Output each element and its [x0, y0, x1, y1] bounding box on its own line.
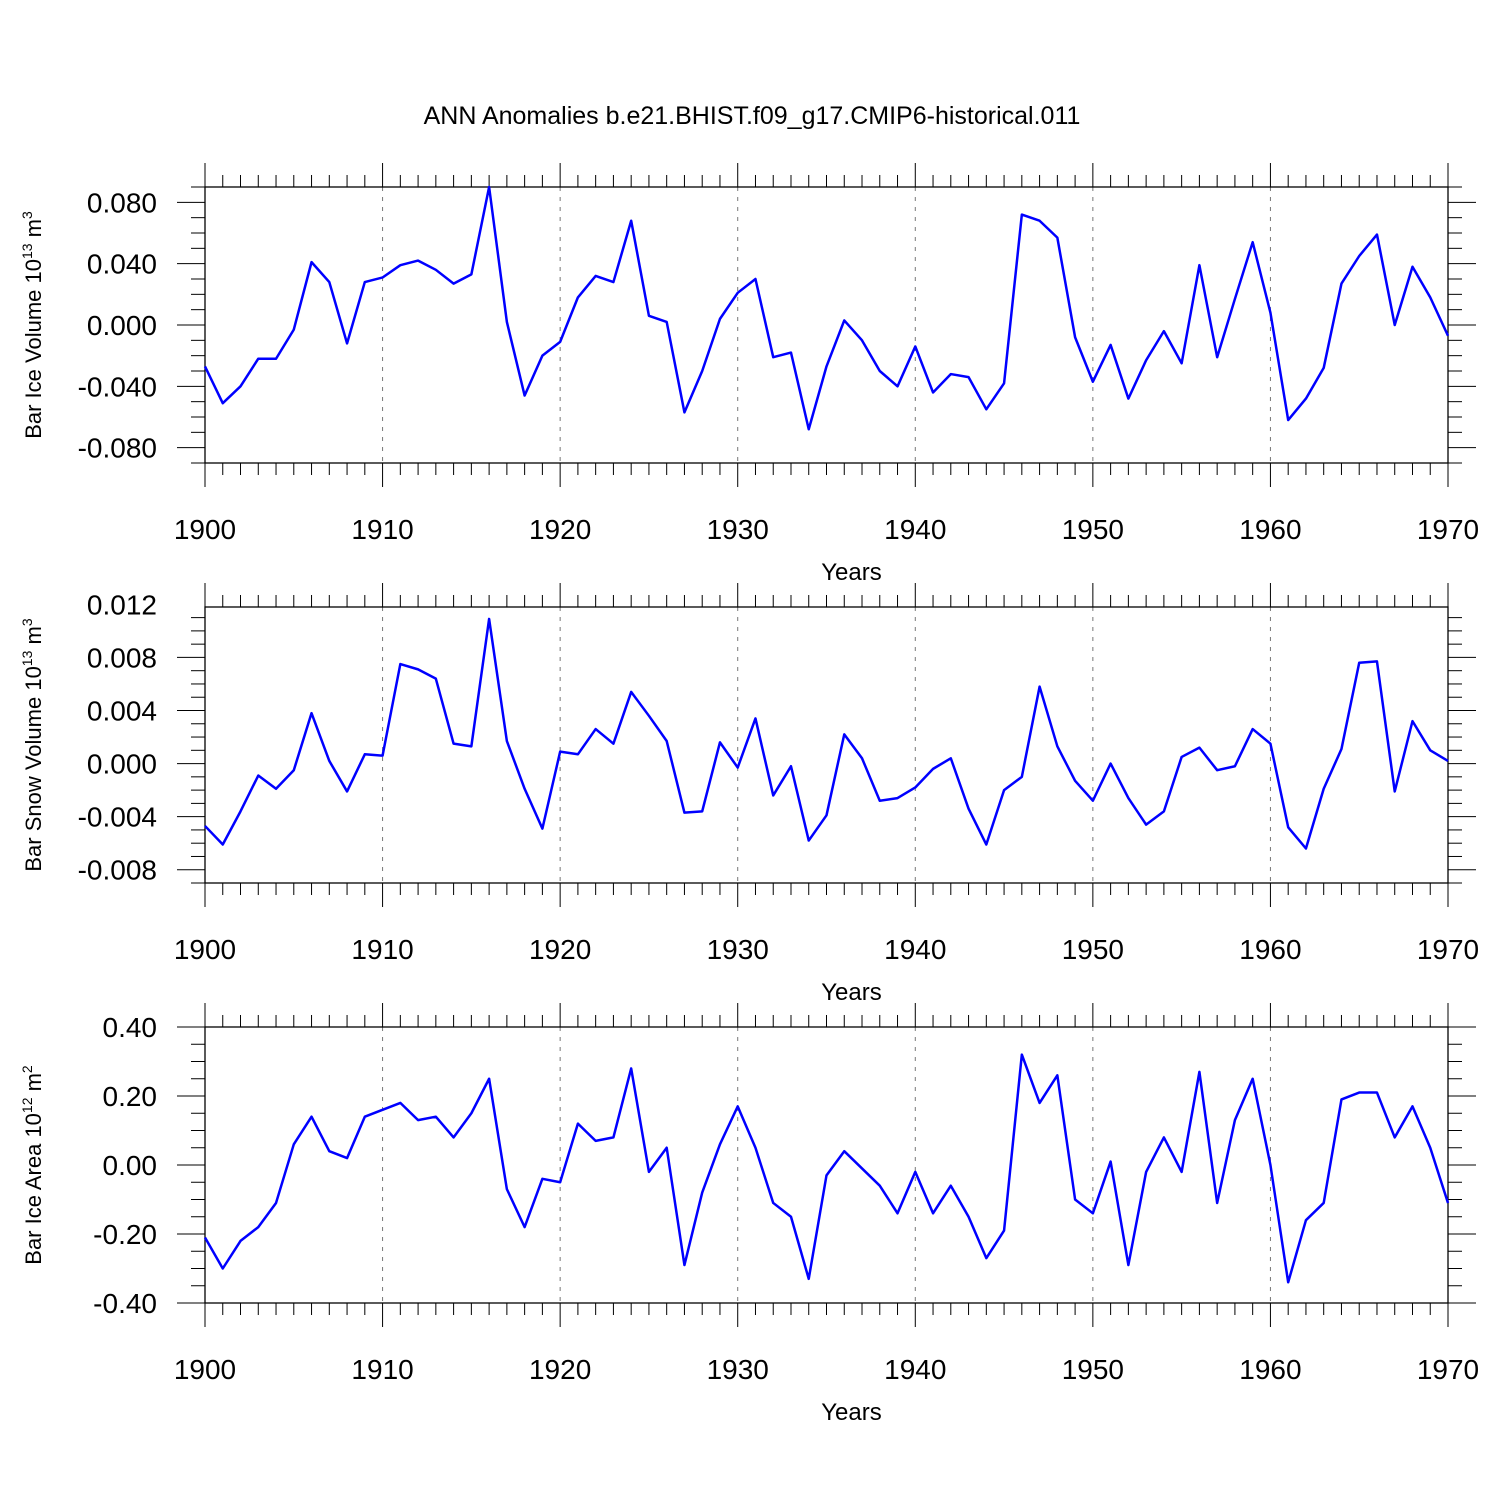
x-axis-label: Years	[821, 1399, 882, 1426]
series-line	[203, 1053, 1450, 1284]
x-tick-label: 1930	[707, 1354, 769, 1385]
y-tick-label: -0.040	[78, 371, 157, 402]
y-tick-label: -0.004	[78, 802, 157, 833]
y-axis-label-unit: m	[21, 1073, 46, 1097]
y-tick-label: -0.20	[93, 1219, 157, 1250]
y-tick-label: -0.080	[78, 433, 157, 464]
y-axis-label-text: Bar Snow Volume 10	[21, 666, 46, 871]
x-tick-label: 1910	[351, 514, 413, 545]
panel-1: 1900 1910 1920 1930 1940 1950 1960 1970 Years 0.0…	[19, 163, 1479, 586]
panel-2: 1900 1910 1920 1930 1940 1950 1960 1970 Years 0.0…	[19, 583, 1479, 1006]
y-tick-label: 0.040	[87, 249, 157, 280]
panels: 1900 1910 1920 1930 1940 1950 1960 1970 Years 0.0…	[19, 163, 1479, 1426]
x-tick-label: 1950	[1062, 514, 1124, 545]
x-tick-label: 1920	[529, 514, 591, 545]
y-axis-label-text: Bar Ice Volume 10	[21, 259, 46, 439]
y-axis-label-text: Bar Ice Area 10	[21, 1113, 46, 1265]
y-tick-label: 0.004	[87, 696, 157, 727]
y-axis-label: Bar Ice Volume 1013 m3	[19, 211, 46, 439]
x-tick-label: 1970	[1417, 514, 1479, 545]
x-axis-label: Years	[821, 559, 882, 586]
x-tick-label: 1900	[174, 1354, 236, 1385]
y-tick-label: 0.080	[87, 187, 157, 218]
x-tick-label: 1950	[1062, 934, 1124, 965]
y-tick-label: -0.40	[93, 1288, 157, 1319]
x-tick-label: 1960	[1239, 934, 1301, 965]
x-tick-label: 1960	[1239, 514, 1301, 545]
x-tick-label: 1930	[707, 514, 769, 545]
x-tick-label: 1900	[174, 514, 236, 545]
x-tick-label: 1960	[1239, 1354, 1301, 1385]
y-axis-label-unit: m	[21, 626, 46, 650]
y-axis-label: Bar Snow Volume 1013 m3	[19, 618, 46, 872]
x-tick-label: 1970	[1417, 1354, 1479, 1385]
x-tick-label: 1950	[1062, 1354, 1124, 1385]
y-tick-label: 0.40	[103, 1012, 158, 1043]
y-axis-label: Bar Ice Area 1012 m2	[19, 1065, 46, 1265]
y-axis-label-unit-exponent: 3	[19, 618, 35, 626]
y-tick-label: 0.012	[87, 589, 157, 620]
x-tick-label: 1940	[884, 514, 946, 545]
y-tick-label: 0.00	[103, 1150, 158, 1181]
y-tick-label: 0.000	[87, 749, 157, 780]
y-axis-label-unit-exponent: 2	[19, 1065, 35, 1073]
y-axis-label-unit-exponent: 3	[19, 211, 35, 219]
y-tick-label: 0.000	[87, 310, 157, 341]
plot-frame	[204, 606, 1449, 884]
series-line	[203, 185, 1450, 431]
x-tick-label: 1900	[174, 934, 236, 965]
x-tick-label: 1920	[529, 1354, 591, 1385]
y-axis-label-exponent: 12	[19, 1097, 35, 1113]
x-tick-label: 1910	[351, 934, 413, 965]
x-tick-label: 1920	[529, 934, 591, 965]
x-tick-label: 1940	[884, 1354, 946, 1385]
x-tick-label: 1970	[1417, 934, 1479, 965]
plot-frame	[204, 186, 1449, 464]
y-axis-label-unit: m	[21, 219, 46, 243]
y-tick-label: 0.008	[87, 642, 157, 673]
figure-title: ANN Anomalies b.e21.BHIST.f09_g17.CMIP6-…	[424, 102, 1081, 130]
y-axis-label-exponent: 13	[19, 650, 35, 666]
series-line	[204, 617, 1449, 850]
x-tick-label: 1940	[884, 934, 946, 965]
y-tick-label: 0.20	[103, 1081, 158, 1112]
y-axis-label-exponent: 13	[19, 243, 35, 259]
plot-frame	[204, 1026, 1449, 1304]
x-tick-label: 1910	[351, 1354, 413, 1385]
y-tick-label: -0.008	[78, 855, 157, 886]
x-axis-label: Years	[821, 979, 882, 1006]
x-tick-label: 1930	[707, 934, 769, 965]
panel-3: 1900 1910 1920 1930 1940 1950 1960 1970 Years 0.4…	[19, 1003, 1479, 1426]
